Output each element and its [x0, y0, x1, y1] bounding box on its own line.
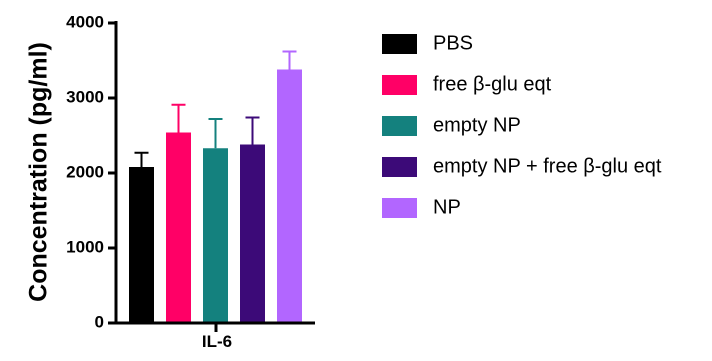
y-axis-label: Concentration (pg/ml): [25, 42, 53, 302]
bar-pbs: [129, 167, 154, 323]
bar-empty-np-free-glu-eqt: [240, 144, 265, 323]
y-tick-label: 3000: [66, 87, 104, 106]
legend-swatch: [382, 75, 417, 95]
y-tick-label: 2000: [66, 162, 104, 181]
legend-swatch: [382, 34, 417, 54]
legend-swatch: [382, 116, 417, 136]
legend-swatch: [382, 198, 417, 218]
x-category-label: IL-6: [202, 332, 232, 351]
bar-free-glu-eqt: [166, 132, 191, 323]
y-tick-label: 0: [95, 312, 104, 331]
legend-label: NP: [433, 196, 461, 218]
legend-label: empty NP: [433, 114, 521, 136]
bars: [129, 50, 302, 323]
y-tick-label: 1000: [66, 237, 104, 256]
y-tick-label: 4000: [66, 12, 104, 31]
legend-label: empty NP + free β-glu eqt: [433, 155, 662, 177]
x-axis: IL-6: [114, 321, 315, 351]
bar-np: [277, 69, 302, 323]
y-axis: 0 1000 2000 3000 4000: [66, 12, 118, 331]
legend-label: free β-glu eqt: [433, 73, 552, 95]
legend-swatch: [382, 157, 417, 177]
legend-label: PBS: [433, 32, 473, 54]
bar-empty-np: [203, 148, 228, 323]
legend: PBS free β-glu eqt empty NP empty NP + free…: [382, 32, 662, 218]
